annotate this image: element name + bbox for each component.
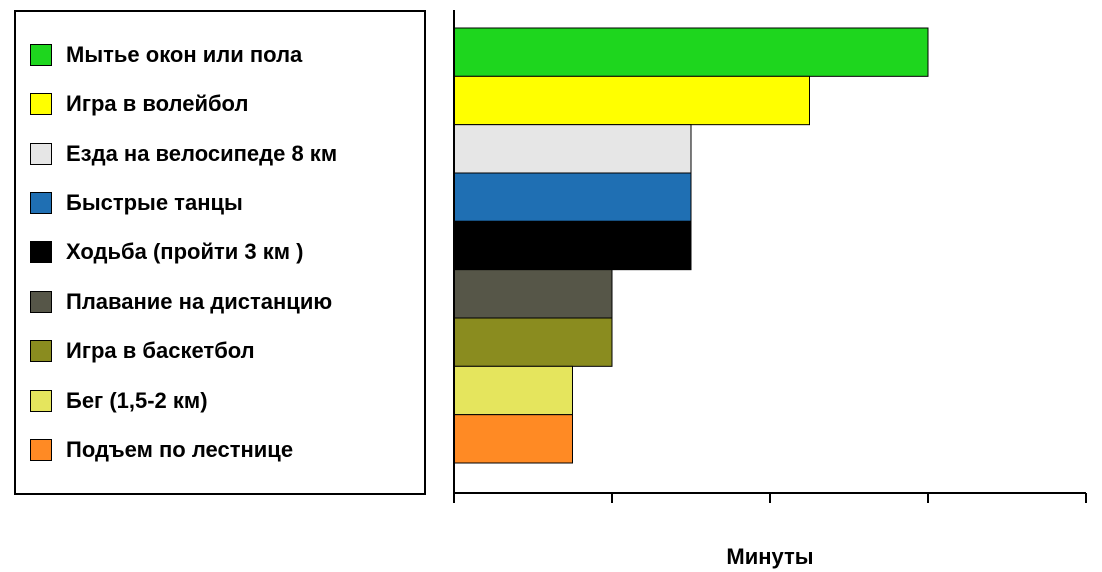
legend-item: Игра в баскетбол (30, 338, 410, 364)
legend-label: Игра в баскетбол (66, 338, 255, 364)
bar (454, 318, 612, 366)
legend-swatch (30, 340, 52, 362)
bar (454, 76, 810, 124)
legend-item: Игра в волейбол (30, 91, 410, 117)
bar (454, 270, 612, 318)
legend-box: Мытье окон или пола Игра в волейбол Езда н… (14, 10, 426, 495)
legend-label: Езда на велосипеде 8 км (66, 141, 337, 167)
bar (454, 415, 573, 463)
legend-swatch (30, 390, 52, 412)
legend-item: Мытье окон или пола (30, 42, 410, 68)
legend-label: Плавание на дистанцию (66, 289, 332, 315)
legend-swatch (30, 439, 52, 461)
legend-swatch (30, 143, 52, 165)
x-tick-label: 20 (601, 508, 623, 510)
bar (454, 221, 691, 269)
x-tick-label: 40 (759, 508, 781, 510)
legend-label: Ходьба (пройти 3 км ) (66, 239, 303, 265)
x-axis-title: Минуты (452, 544, 1088, 570)
legend-swatch (30, 291, 52, 313)
bar (454, 125, 691, 173)
legend-label: Игра в волейбол (66, 91, 248, 117)
bar (454, 366, 573, 414)
legend-swatch (30, 93, 52, 115)
legend-item: Быстрые танцы (30, 190, 410, 216)
plot-svg: 0 20 40 60 80 (452, 10, 1088, 510)
legend-label: Бег (1,5-2 км) (66, 388, 208, 414)
legend-swatch (30, 44, 52, 66)
x-tick-label: 80 (1075, 508, 1088, 510)
legend-item: Ходьба (пройти 3 км ) (30, 239, 410, 265)
legend-swatch (30, 192, 52, 214)
legend-label: Подъем по лестнице (66, 437, 293, 463)
legend-item: Езда на велосипеде 8 км (30, 141, 410, 167)
x-tick-label: 60 (917, 508, 939, 510)
bar (454, 28, 928, 76)
plot-area: 0 20 40 60 80 (452, 10, 1088, 510)
legend-label: Мытье окон или пола (66, 42, 302, 68)
bar (454, 173, 691, 221)
legend-item: Бег (1,5-2 км) (30, 388, 410, 414)
legend-item: Подъем по лестнице (30, 437, 410, 463)
legend-label: Быстрые танцы (66, 190, 243, 216)
x-tick-label: 0 (452, 508, 460, 510)
legend-swatch (30, 241, 52, 263)
chart-container: Мытье окон или пола Игра в волейбол Езда н… (0, 0, 1102, 572)
legend-item: Плавание на дистанцию (30, 289, 410, 315)
